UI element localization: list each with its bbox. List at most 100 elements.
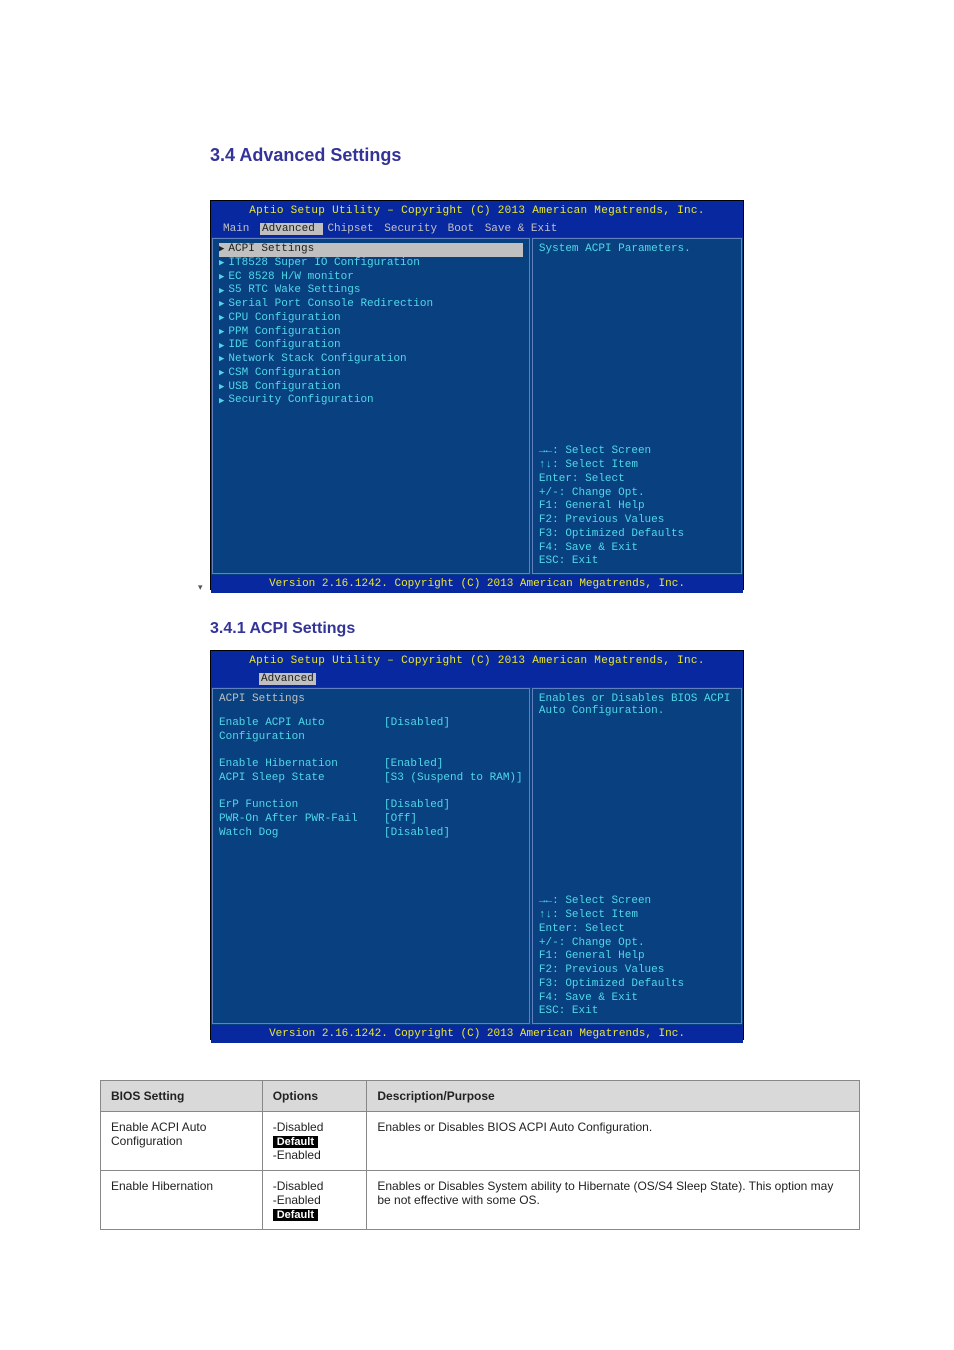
tab-advanced[interactable]: Advanced: [259, 673, 316, 685]
help-line: Auto Configuration.: [539, 705, 735, 717]
section-header: ACPI Settings: [219, 693, 523, 707]
table-header-row: BIOS Setting Options Description/Purpose: [101, 1081, 860, 1112]
setting-label: PWR-On After PWR-Fail: [219, 813, 384, 827]
menu-item-label: S5 RTC Wake Settings: [228, 284, 360, 298]
bios-help-panel: System ACPI Parameters. →←: Select Scree…: [532, 238, 742, 574]
tab-advanced[interactable]: Advanced: [260, 223, 323, 235]
menu-item[interactable]: ▶Serial Port Console Redirection: [219, 298, 523, 312]
nav-key-line: F4: Save & Exit: [539, 992, 735, 1006]
menu-item-label: Security Configuration: [228, 394, 373, 408]
triangle-icon: ▶: [219, 258, 224, 269]
setting-row: [219, 786, 523, 800]
nav-key-line: F1: General Help: [539, 500, 735, 514]
bios-header: Aptio Setup Utility – Copyright (C) 2013…: [211, 201, 743, 221]
tab-main[interactable]: Main: [223, 223, 256, 235]
triangle-icon: ▶: [219, 327, 224, 338]
menu-item[interactable]: ▶ ACPI Settings: [219, 243, 523, 257]
cell-options: -Disabled Default-Enabled: [262, 1112, 367, 1171]
bios-help-panel: Enables or Disables BIOS ACPIAuto Config…: [532, 688, 742, 1024]
bios-menu-panel: ▶ ACPI Settings▶IT8528 Super IO Configura…: [212, 238, 530, 574]
nav-key-line: F2: Previous Values: [539, 964, 735, 978]
setting-value: [Disabled]: [384, 717, 450, 745]
setting-row[interactable]: PWR-On After PWR-Fail[Off]: [219, 813, 523, 827]
default-badge: Default: [273, 1136, 318, 1148]
nav-key-line: F1: General Help: [539, 950, 735, 964]
col-desc: Description/Purpose: [367, 1081, 860, 1112]
setting-value: [Disabled]: [384, 799, 450, 813]
tab-security[interactable]: Security: [384, 223, 443, 235]
triangle-icon: ▶: [219, 341, 224, 352]
setting-row[interactable]: Enable Hibernation[Enabled]: [219, 758, 523, 772]
help-text: System ACPI Parameters.: [539, 243, 735, 255]
tab-boot[interactable]: Boot: [448, 223, 481, 235]
menu-item-label: USB Configuration: [228, 381, 340, 395]
nav-key-line: F4: Save & Exit: [539, 542, 735, 556]
menu-item[interactable]: ▶CSM Configuration: [219, 367, 523, 381]
cell-desc: Enables or Disables BIOS ACPI Auto Confi…: [367, 1112, 860, 1171]
caret-icon: ▾: [198, 582, 203, 593]
setting-row[interactable]: Enable ACPI Auto Configuration[Disabled]: [219, 717, 523, 745]
cell-desc: Enables or Disables System ability to Hi…: [367, 1171, 860, 1230]
nav-keys: →←: Select Screen↑↓: Select ItemEnter: S…: [539, 445, 735, 569]
acpi-title: 3.4.1 ACPI Settings: [210, 620, 355, 638]
help-line: Enables or Disables BIOS ACPI: [539, 693, 735, 705]
triangle-icon: ▶: [219, 244, 224, 255]
setting-label: Enable ACPI Auto Configuration: [219, 717, 384, 745]
col-setting: BIOS Setting: [101, 1081, 263, 1112]
nav-key-line: ESC: Exit: [539, 1005, 735, 1019]
nav-key-line: F2: Previous Values: [539, 514, 735, 528]
options-table: BIOS Setting Options Description/Purpose…: [100, 1080, 860, 1230]
nav-key-line: ESC: Exit: [539, 555, 735, 569]
bios-tabs[interactable]: Advanced: [211, 671, 743, 687]
bios-header: Aptio Setup Utility – Copyright (C) 2013…: [211, 651, 743, 671]
setting-label: ACPI Sleep State: [219, 772, 384, 786]
setting-value: [S3 (Suspend to RAM)]: [384, 772, 523, 786]
bios-window-advanced: Aptio Setup Utility – Copyright (C) 2013…: [210, 200, 744, 590]
cell-options: -Disabled-Enabled Default: [262, 1171, 367, 1230]
cell-setting: Enable ACPI Auto Configuration: [101, 1112, 263, 1171]
setting-row: [219, 744, 523, 758]
nav-key-line: Enter: Select: [539, 923, 735, 937]
bios-tabs[interactable]: Main Advanced Chipset Security Boot Save…: [211, 221, 743, 237]
menu-item[interactable]: ▶ Security Configuration: [219, 394, 523, 408]
setting-value: [Off]: [384, 813, 417, 827]
setting-value: [Enabled]: [384, 758, 443, 772]
triangle-icon: ▶: [219, 272, 224, 283]
triangle-icon: ▶: [219, 396, 224, 407]
nav-key-line: F3: Optimized Defaults: [539, 528, 735, 542]
setting-row[interactable]: ErP Function[Disabled]: [219, 799, 523, 813]
setting-row[interactable]: ACPI Sleep State[S3 (Suspend to RAM)]: [219, 772, 523, 786]
nav-key-line: →←: Select Screen: [539, 445, 735, 459]
menu-item-label: Network Stack Configuration: [228, 353, 406, 367]
setting-label: Enable Hibernation: [219, 758, 384, 772]
menu-item[interactable]: ▶IT8528 Super IO Configuration: [219, 257, 523, 271]
default-badge: Default: [273, 1209, 318, 1221]
nav-key-line: +/-: Change Opt.: [539, 937, 735, 951]
menu-item[interactable]: ▶ IDE Configuration: [219, 339, 523, 353]
menu-item[interactable]: ▶PPM Configuration: [219, 326, 523, 340]
help-text: Enables or Disables BIOS ACPIAuto Config…: [539, 693, 735, 717]
bios-footer: Version 2.16.1242. Copyright (C) 2013 Am…: [211, 575, 743, 593]
menu-item-label: ACPI Settings: [228, 243, 314, 257]
tab-save-exit[interactable]: Save & Exit: [485, 223, 558, 235]
nav-key-line: +/-: Change Opt.: [539, 487, 735, 501]
col-options: Options: [262, 1081, 367, 1112]
nav-key-line: ↑↓: Select Item: [539, 459, 735, 473]
menu-item-label: Serial Port Console Redirection: [228, 298, 433, 312]
triangle-icon: ▶: [219, 368, 224, 379]
setting-value: [Disabled]: [384, 827, 450, 841]
triangle-icon: ▶: [219, 354, 224, 365]
menu-item[interactable]: ▶EC 8528 H/W monitor: [219, 271, 523, 285]
triangle-icon: ▶: [219, 382, 224, 393]
setting-row[interactable]: Watch Dog[Disabled]: [219, 827, 523, 841]
menu-item[interactable]: ▶ Network Stack Configuration: [219, 353, 523, 367]
setting-label: ErP Function: [219, 799, 384, 813]
bios-footer: Version 2.16.1242. Copyright (C) 2013 Am…: [211, 1025, 743, 1043]
nav-keys: →←: Select Screen↑↓: Select ItemEnter: S…: [539, 895, 735, 1019]
menu-item[interactable]: ▶S5 RTC Wake Settings: [219, 284, 523, 298]
nav-key-line: F3: Optimized Defaults: [539, 978, 735, 992]
tab-chipset[interactable]: Chipset: [327, 223, 380, 235]
menu-item-label: IDE Configuration: [228, 339, 340, 353]
menu-item[interactable]: ▶ USB Configuration: [219, 381, 523, 395]
menu-item[interactable]: ▶CPU Configuration: [219, 312, 523, 326]
